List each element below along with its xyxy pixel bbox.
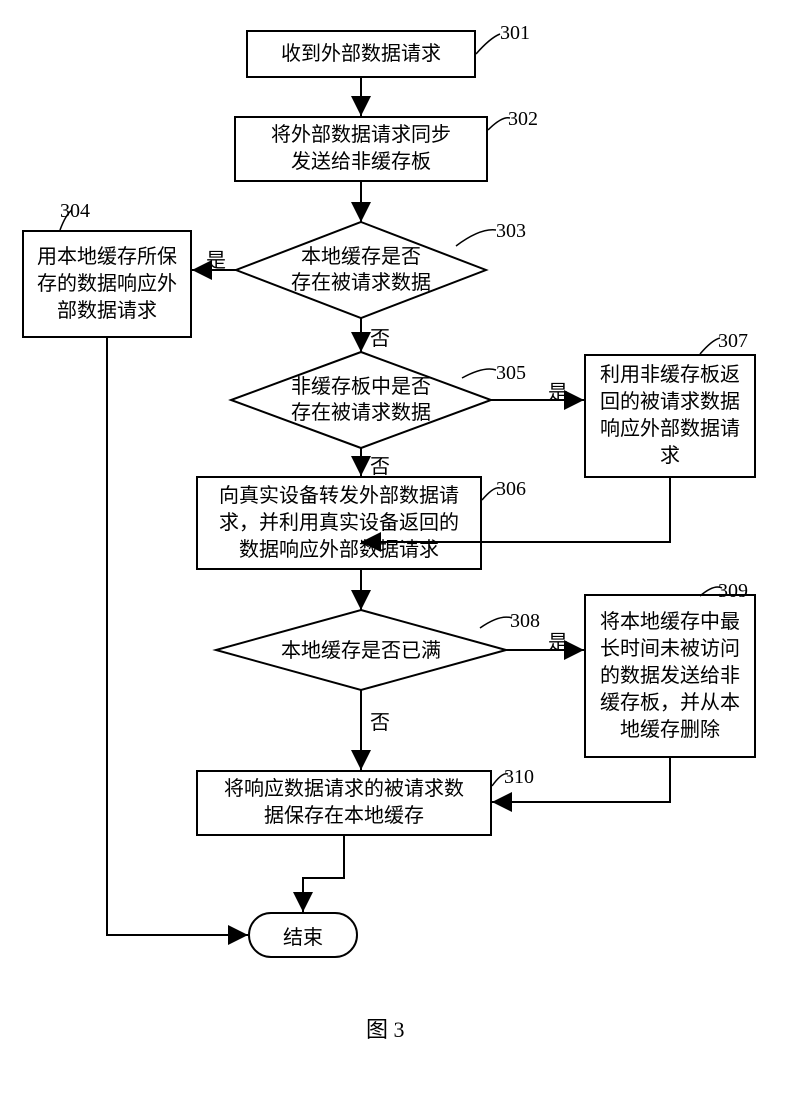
ref-310: 310: [504, 766, 534, 789]
node-304: 用本地缓存所保 存的数据响应外 部数据请求: [22, 230, 192, 338]
node-305-text: 非缓存板中是否 存在被请求数据: [231, 374, 491, 426]
node-301: 收到外部数据请求: [246, 30, 476, 78]
node-310-text: 将响应数据请求的被请求数 据保存在本地缓存: [224, 776, 464, 830]
node-309-text: 将本地缓存中最 长时间未被访问 的数据发送给非 缓存板，并从本 地缓存删除: [600, 609, 740, 744]
node-307-text: 利用非缓存板返 回的被请求数据 响应外部数据请 求: [600, 362, 740, 470]
label-305-yes: 是: [548, 376, 568, 405]
ref-309: 309: [718, 580, 748, 603]
ref-308: 308: [510, 610, 540, 633]
label-303-yes: 是: [206, 244, 226, 273]
figure-caption: 图 3: [366, 1012, 405, 1044]
node-302: 将外部数据请求同步 发送给非缓存板: [234, 116, 488, 182]
label-305-no: 否: [370, 450, 390, 479]
node-309: 将本地缓存中最 长时间未被访问 的数据发送给非 缓存板，并从本 地缓存删除: [584, 594, 756, 758]
node-308-text: 本地缓存是否已满: [216, 638, 506, 664]
node-302-text: 将外部数据请求同步 发送给非缓存板: [271, 122, 451, 176]
node-308: 本地缓存是否已满: [216, 610, 506, 690]
ref-305: 305: [496, 362, 526, 385]
label-308-yes: 是: [548, 626, 568, 655]
ref-304: 304: [60, 200, 90, 223]
node-305: 非缓存板中是否 存在被请求数据: [231, 352, 491, 448]
node-end: 结束: [248, 912, 358, 958]
node-end-text: 结束: [283, 921, 323, 950]
node-306-text: 向真实设备转发外部数据请 求，并利用真实设备返回的 数据响应外部数据请求: [219, 483, 459, 564]
node-304-text: 用本地缓存所保 存的数据响应外 部数据请求: [37, 244, 177, 325]
node-303: 本地缓存是否 存在被请求数据: [236, 222, 486, 318]
label-308-no: 否: [370, 706, 390, 735]
ref-302: 302: [508, 108, 538, 131]
node-303-text: 本地缓存是否 存在被请求数据: [236, 244, 486, 296]
node-307: 利用非缓存板返 回的被请求数据 响应外部数据请 求: [584, 354, 756, 478]
label-303-no: 否: [370, 322, 390, 351]
ref-303: 303: [496, 220, 526, 243]
node-306: 向真实设备转发外部数据请 求，并利用真实设备返回的 数据响应外部数据请求: [196, 476, 482, 570]
ref-306: 306: [496, 478, 526, 501]
ref-307: 307: [718, 330, 748, 353]
node-301-text: 收到外部数据请求: [281, 41, 441, 68]
ref-301: 301: [500, 22, 530, 45]
node-310: 将响应数据请求的被请求数 据保存在本地缓存: [196, 770, 492, 836]
